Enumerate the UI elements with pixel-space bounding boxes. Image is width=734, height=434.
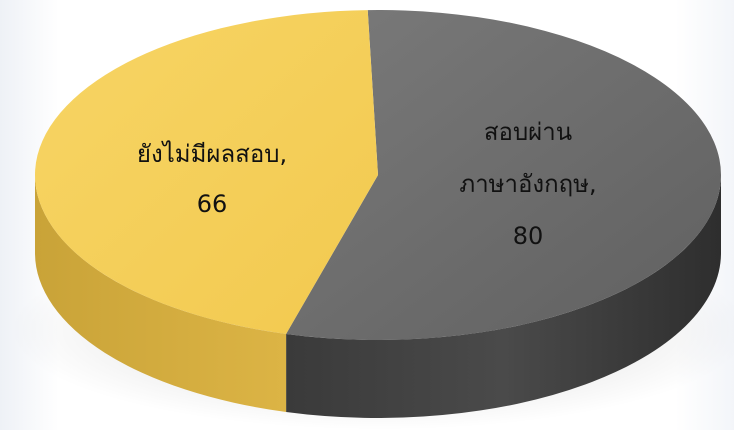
data-label-passed-line-1: สอบผ่าน (484, 118, 572, 146)
data-label-passed-line-3: 80 (513, 222, 544, 250)
pie-slice-pending (35, 10, 379, 334)
pie-tops (35, 10, 721, 341)
data-label-pending-line-2: 66 (197, 190, 228, 218)
data-label-pending-line-1: ยังไม่มีผลสอบ, (137, 140, 287, 168)
pie-side-pending (35, 175, 287, 412)
pie-side-passed (286, 175, 721, 418)
data-label-passed-line-2: ภาษาอังกฤษ, (459, 170, 596, 198)
pie-slice-passed (286, 10, 721, 341)
pie-sides (35, 175, 721, 418)
